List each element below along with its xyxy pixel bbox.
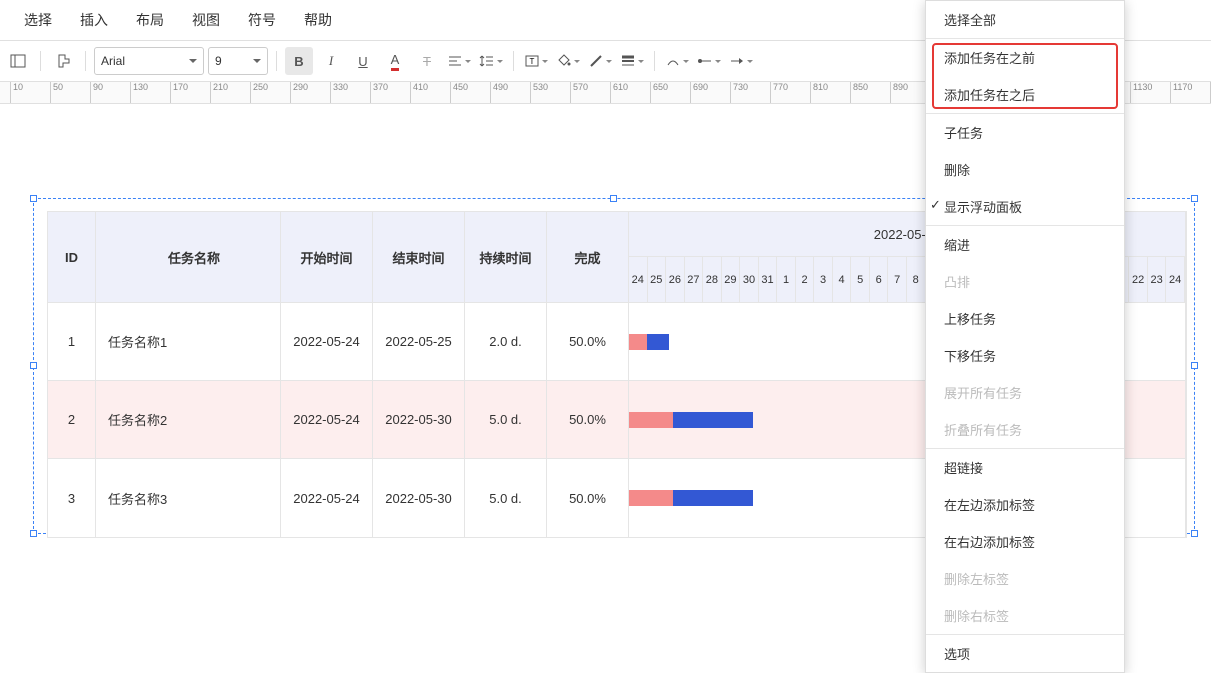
cell-start: 2022-05-24 <box>281 303 373 380</box>
col-end: 结束时间 <box>373 212 465 302</box>
context-menu: 选择全部添加任务在之前添加任务在之后子任务删除显示浮动面板缩进凸排上移任务下移任… <box>925 0 1125 673</box>
col-done: 完成 <box>547 212 629 302</box>
menu-item[interactable]: 显示浮动面板 <box>926 188 1124 225</box>
gantt-bar[interactable] <box>629 490 753 506</box>
toggle-panel-icon[interactable] <box>4 47 32 75</box>
resize-handle[interactable] <box>1191 530 1198 537</box>
timeline-day: 23 <box>1148 257 1167 302</box>
arrow-end-button[interactable] <box>727 47 755 75</box>
resize-handle[interactable] <box>1191 362 1198 369</box>
cell-id: 2 <box>48 381 96 458</box>
col-duration: 持续时间 <box>465 212 547 302</box>
cell-name: 任务名称1 <box>96 303 281 380</box>
text-box-button[interactable]: T <box>522 47 550 75</box>
cell-duration: 5.0 d. <box>465 381 547 458</box>
underline-button[interactable]: U <box>349 47 377 75</box>
italic-button[interactable]: I <box>317 47 345 75</box>
timeline-day: 3 <box>814 257 833 302</box>
line-color-button[interactable] <box>586 47 614 75</box>
cell-done: 50.0% <box>547 381 629 458</box>
menu-item[interactable]: 选择全部 <box>926 1 1124 38</box>
menu-item[interactable]: 子任务 <box>926 114 1124 151</box>
menu-item[interactable]: 超链接 <box>926 449 1124 486</box>
menu-item[interactable]: 在右边添加标签 <box>926 523 1124 560</box>
cell-name: 任务名称2 <box>96 381 281 458</box>
menu-select[interactable]: 选择 <box>24 10 52 30</box>
cell-end: 2022-05-30 <box>373 459 465 537</box>
menu-item: 凸排 <box>926 263 1124 300</box>
connector-button[interactable] <box>663 47 691 75</box>
col-name: 任务名称 <box>96 212 281 302</box>
timeline-day: 24 <box>629 257 648 302</box>
menu-insert[interactable]: 插入 <box>80 10 108 30</box>
font-family-select[interactable]: Arial <box>94 47 204 75</box>
cell-start: 2022-05-24 <box>281 459 373 537</box>
cell-done: 50.0% <box>547 303 629 380</box>
font-color-button[interactable]: A <box>381 47 409 75</box>
menu-symbol[interactable]: 符号 <box>248 10 276 30</box>
menu-item[interactable]: 在左边添加标签 <box>926 486 1124 523</box>
timeline-day: 4 <box>833 257 852 302</box>
timeline-day: 2 <box>796 257 815 302</box>
menu-item[interactable]: 添加任务在之前 <box>926 39 1124 76</box>
timeline-day: 30 <box>740 257 759 302</box>
menu-item: 删除右标签 <box>926 597 1124 634</box>
cell-done: 50.0% <box>547 459 629 537</box>
menu-item: 展开所有任务 <box>926 374 1124 411</box>
cell-id: 3 <box>48 459 96 537</box>
timeline-day: 8 <box>907 257 926 302</box>
line-style-button[interactable] <box>618 47 646 75</box>
line-spacing-button[interactable] <box>477 47 505 75</box>
cell-start: 2022-05-24 <box>281 381 373 458</box>
timeline-day: 28 <box>703 257 722 302</box>
timeline-day: 25 <box>648 257 667 302</box>
col-id: ID <box>48 212 96 302</box>
timeline-day: 7 <box>888 257 907 302</box>
resize-handle[interactable] <box>30 362 37 369</box>
menu-item: 删除左标签 <box>926 560 1124 597</box>
timeline-day: 22 <box>1129 257 1148 302</box>
font-size-select[interactable]: 9 <box>208 47 268 75</box>
cell-id: 1 <box>48 303 96 380</box>
menu-item[interactable]: 删除 <box>926 151 1124 188</box>
chevron-down-icon <box>253 59 261 63</box>
timeline-day: 27 <box>685 257 704 302</box>
cell-duration: 5.0 d. <box>465 459 547 537</box>
cell-end: 2022-05-30 <box>373 381 465 458</box>
menu-item: 折叠所有任务 <box>926 411 1124 448</box>
chevron-down-icon <box>189 59 197 63</box>
menu-item[interactable]: 下移任务 <box>926 337 1124 374</box>
col-start: 开始时间 <box>281 212 373 302</box>
resize-handle[interactable] <box>30 195 37 202</box>
gantt-bar[interactable] <box>629 412 753 428</box>
timeline-day: 6 <box>870 257 889 302</box>
timeline-day: 26 <box>666 257 685 302</box>
menu-layout[interactable]: 布局 <box>136 10 164 30</box>
arrow-start-button[interactable] <box>695 47 723 75</box>
menu-help[interactable]: 帮助 <box>304 10 332 30</box>
format-painter-icon[interactable] <box>49 47 77 75</box>
align-button[interactable] <box>445 47 473 75</box>
timeline-day: 24 <box>1166 257 1185 302</box>
menu-item[interactable]: 上移任务 <box>926 300 1124 337</box>
gantt-bar[interactable] <box>629 334 669 350</box>
resize-handle[interactable] <box>30 530 37 537</box>
timeline-day: 5 <box>851 257 870 302</box>
menu-item[interactable]: 选项 <box>926 635 1124 672</box>
timeline-day: 1 <box>777 257 796 302</box>
resize-handle[interactable] <box>1191 195 1198 202</box>
bold-button[interactable]: B <box>285 47 313 75</box>
svg-text:T: T <box>530 57 535 66</box>
timeline-day: 31 <box>759 257 778 302</box>
resize-handle[interactable] <box>610 195 617 202</box>
strikethrough-button[interactable]: T <box>413 47 441 75</box>
cell-end: 2022-05-25 <box>373 303 465 380</box>
timeline-day: 29 <box>722 257 741 302</box>
cell-duration: 2.0 d. <box>465 303 547 380</box>
menu-item[interactable]: 缩进 <box>926 226 1124 263</box>
menu-item[interactable]: 添加任务在之后 <box>926 76 1124 113</box>
fill-color-button[interactable] <box>554 47 582 75</box>
menu-view[interactable]: 视图 <box>192 10 220 30</box>
cell-name: 任务名称3 <box>96 459 281 537</box>
